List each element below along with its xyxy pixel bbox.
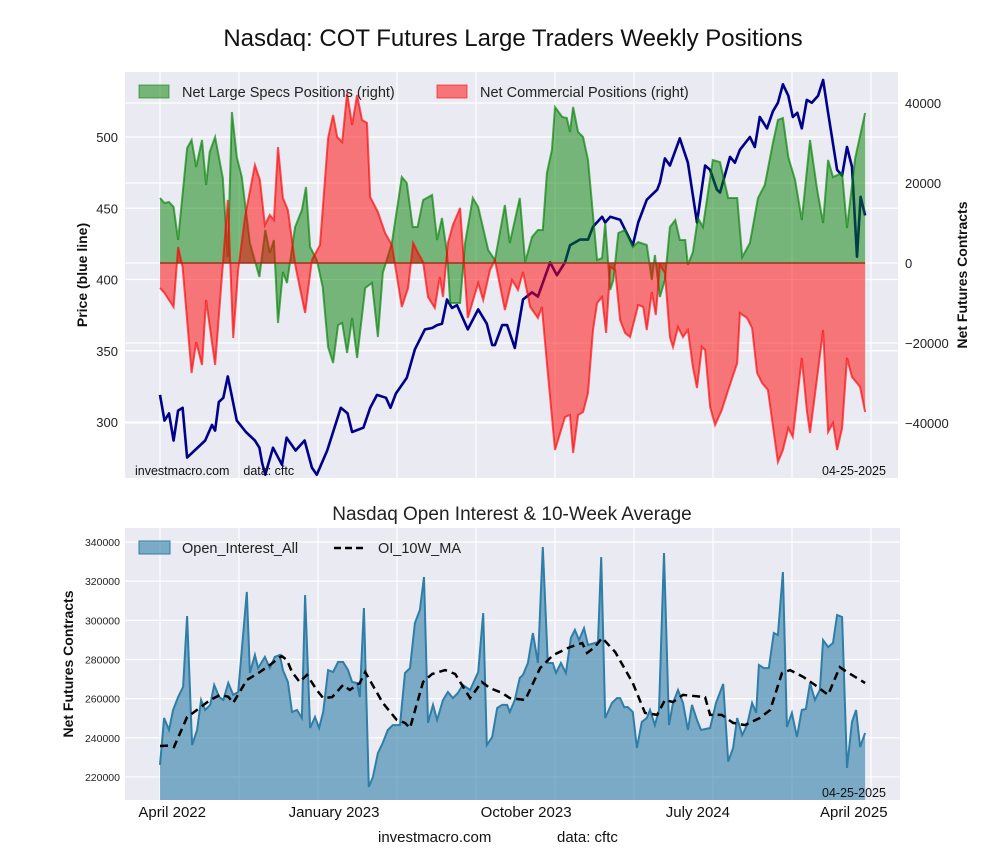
left-tick-label: 500 bbox=[96, 130, 118, 145]
open-interest-area bbox=[160, 547, 866, 800]
right-tick-label: 20000 bbox=[905, 176, 941, 191]
left-tick-label: 400 bbox=[96, 273, 118, 288]
oi-tick-label: 260000 bbox=[85, 694, 120, 706]
footer-source: data: cftc bbox=[557, 829, 618, 846]
open-interest-line bbox=[159, 547, 867, 788]
left-tick-label: 300 bbox=[96, 415, 118, 430]
legend-label-open-interest: Open_Interest_All bbox=[182, 541, 298, 557]
legend-label-ma: OI_10W_MA bbox=[378, 541, 461, 557]
x-tick-label: July 2024 bbox=[666, 804, 730, 821]
commercial-line bbox=[159, 92, 867, 466]
bottom-date-stamp: 04-25-2025 bbox=[822, 786, 886, 800]
right-tick-label: 40000 bbox=[905, 96, 941, 111]
x-tick-label: January 2023 bbox=[289, 804, 380, 821]
main-chart-title: Nasdaq: COT Futures Large Traders Weekly… bbox=[223, 25, 802, 52]
price-line bbox=[158, 78, 867, 476]
top-date-stamp: 04-25-2025 bbox=[822, 464, 886, 478]
open-interest-chart-title: Nasdaq Open Interest & 10-Week Average bbox=[332, 504, 691, 525]
left-tick-label: 350 bbox=[96, 344, 118, 359]
bottom-legend: Open_Interest_All OI_10W_MA bbox=[138, 540, 461, 557]
right-tick-label: −20000 bbox=[905, 336, 949, 351]
commercial-area bbox=[160, 93, 866, 462]
oi-tick-label: 240000 bbox=[85, 733, 120, 745]
left-axis-label: Price (blue line) bbox=[74, 223, 90, 327]
legend-swatch-open-interest bbox=[138, 540, 171, 555]
legend-label-commercial: Net Commercial Positions (right) bbox=[480, 85, 689, 101]
ma-line bbox=[159, 635, 866, 749]
right-tick-label: −40000 bbox=[905, 416, 949, 431]
right-axis-label: Net Futures Contracts bbox=[954, 201, 970, 348]
right-tick-label: 0 bbox=[905, 256, 912, 271]
bottom-axis-ticks: 220000 240000 260000 280000 300000 320000 3400… bbox=[85, 537, 888, 821]
left-tick-label: 450 bbox=[96, 201, 118, 216]
footer-site: investmacro.com bbox=[378, 829, 491, 846]
legend-swatch-commercial bbox=[436, 84, 468, 99]
x-tick-label: October 2023 bbox=[481, 804, 572, 821]
legend-swatch-specs bbox=[138, 84, 170, 99]
top-watermark: investmacro.com data: cftc bbox=[135, 464, 294, 478]
top-legend: Net Large Specs Positions (right) Net Co… bbox=[138, 84, 689, 101]
oi-tick-label: 220000 bbox=[85, 772, 120, 784]
oi-tick-label: 320000 bbox=[85, 576, 120, 588]
bottom-series bbox=[159, 547, 867, 800]
oi-tick-label: 280000 bbox=[85, 654, 120, 666]
oi-tick-label: 300000 bbox=[85, 615, 120, 627]
oi-tick-label: 340000 bbox=[85, 537, 120, 549]
legend-label-specs: Net Large Specs Positions (right) bbox=[182, 85, 395, 101]
top-series bbox=[158, 78, 867, 476]
top-axis-ticks: 300 350 400 450 500 −40000 −20000 0 20000 40000 bbox=[96, 96, 948, 431]
x-tick-label: April 2025 bbox=[820, 804, 888, 821]
x-tick-label: April 2022 bbox=[138, 804, 206, 821]
bottom-y-axis-label: Net Futures Contracts bbox=[60, 590, 76, 737]
